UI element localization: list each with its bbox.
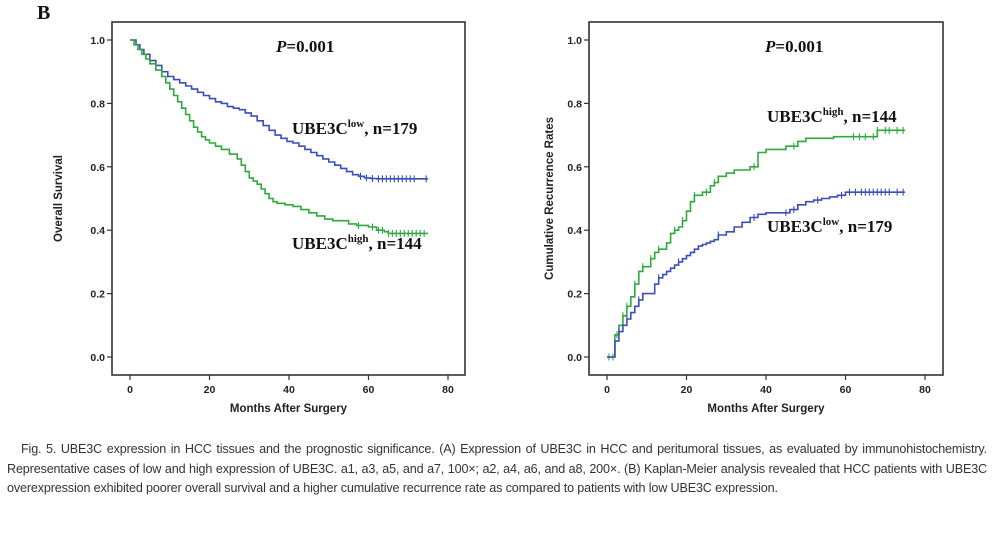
- caption-text: Fig. 5. UBE3C expression in HCC tissues …: [7, 442, 987, 495]
- x-tick-label: 60: [840, 384, 852, 396]
- recurrence-chart: 0.0 0.2 0.4 0.6 0.8 1.0 0 20 40 60 80 Months After …: [544, 21, 944, 415]
- series-label-sup: low: [823, 216, 840, 228]
- series-label-high: UBE3Chigh, n=144: [767, 106, 897, 126]
- series-label-main: UBE3C: [292, 119, 348, 138]
- y-tick-label: 0.4: [90, 225, 105, 237]
- overall-survival-chart: 0.0 0.2 0.4 0.6 0.8 1.0 0 20 40 60 80 Months After …: [53, 21, 466, 415]
- y-tick-label: 0.8: [90, 98, 105, 110]
- km-curve-high: [607, 129, 906, 358]
- y-tick-label: 1.0: [90, 35, 105, 47]
- x-axis-title: Months After Surgery: [230, 403, 348, 415]
- series-label-low: UBE3Clow, n=179: [292, 118, 417, 138]
- series-label-sup: high: [823, 106, 844, 118]
- y-tick-label: 1.0: [567, 35, 582, 47]
- y-tick-label: 0.6: [90, 162, 105, 174]
- series-label-main: UBE3C: [767, 107, 823, 126]
- y-axis-title: Cumulative Recurrence Rates: [544, 117, 556, 280]
- p-value-annotation: P=0.001: [275, 37, 334, 56]
- panel-label: B: [37, 2, 51, 24]
- series-label-high: UBE3Chigh, n=144: [292, 233, 422, 253]
- y-axis-title: Overall Survival: [53, 155, 65, 242]
- series-label-main: UBE3C: [292, 234, 348, 253]
- series-label-n: , n=179: [364, 119, 417, 138]
- series-label-n: , n=144: [844, 107, 898, 126]
- y-tick-label: 0.8: [567, 98, 582, 110]
- series-label-sup: low: [348, 118, 365, 130]
- plot-frame: [111, 21, 466, 376]
- series-label-main: UBE3C: [767, 217, 823, 236]
- x-tick-label: 80: [442, 384, 454, 396]
- series-label-n: , n=179: [839, 217, 892, 236]
- y-tick-label: 0.0: [90, 352, 105, 364]
- series-label-n: , n=144: [369, 234, 423, 253]
- y-tick-label: 0.4: [567, 225, 582, 237]
- y-tick-label: 0.2: [567, 289, 582, 301]
- series-label-sup: high: [348, 233, 369, 245]
- p-value: =0.001: [775, 37, 823, 56]
- plot-frame: [588, 21, 944, 376]
- x-tick-label: 0: [604, 384, 610, 396]
- x-tick-label: 0: [127, 384, 133, 396]
- x-axis-title: Months After Surgery: [707, 403, 825, 415]
- km-curve-low: [130, 39, 429, 180]
- x-tick-label: 20: [204, 384, 216, 396]
- p-label: P: [764, 37, 776, 56]
- x-tick-label: 60: [363, 384, 375, 396]
- x-tick-label: 80: [919, 384, 931, 396]
- x-tick-label: 40: [283, 384, 295, 396]
- p-value: =0.001: [286, 37, 334, 56]
- y-tick-label: 0.0: [567, 352, 582, 364]
- p-label: P: [275, 37, 287, 56]
- x-tick-label: 20: [681, 384, 693, 396]
- x-tick-label: 40: [760, 384, 772, 396]
- series-label-low: UBE3Clow, n=179: [767, 216, 892, 236]
- p-value-annotation: P=0.001: [764, 37, 823, 56]
- figure-caption: Fig. 5. UBE3C expression in HCC tissues …: [7, 440, 987, 499]
- y-tick-label: 0.2: [90, 289, 105, 301]
- y-tick-label: 0.6: [567, 162, 582, 174]
- km-curve-high: [130, 39, 429, 235]
